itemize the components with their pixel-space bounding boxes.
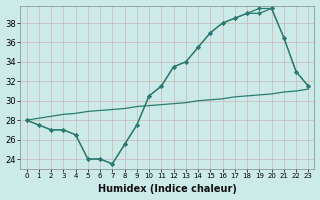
X-axis label: Humidex (Indice chaleur): Humidex (Indice chaleur) [98,184,237,194]
